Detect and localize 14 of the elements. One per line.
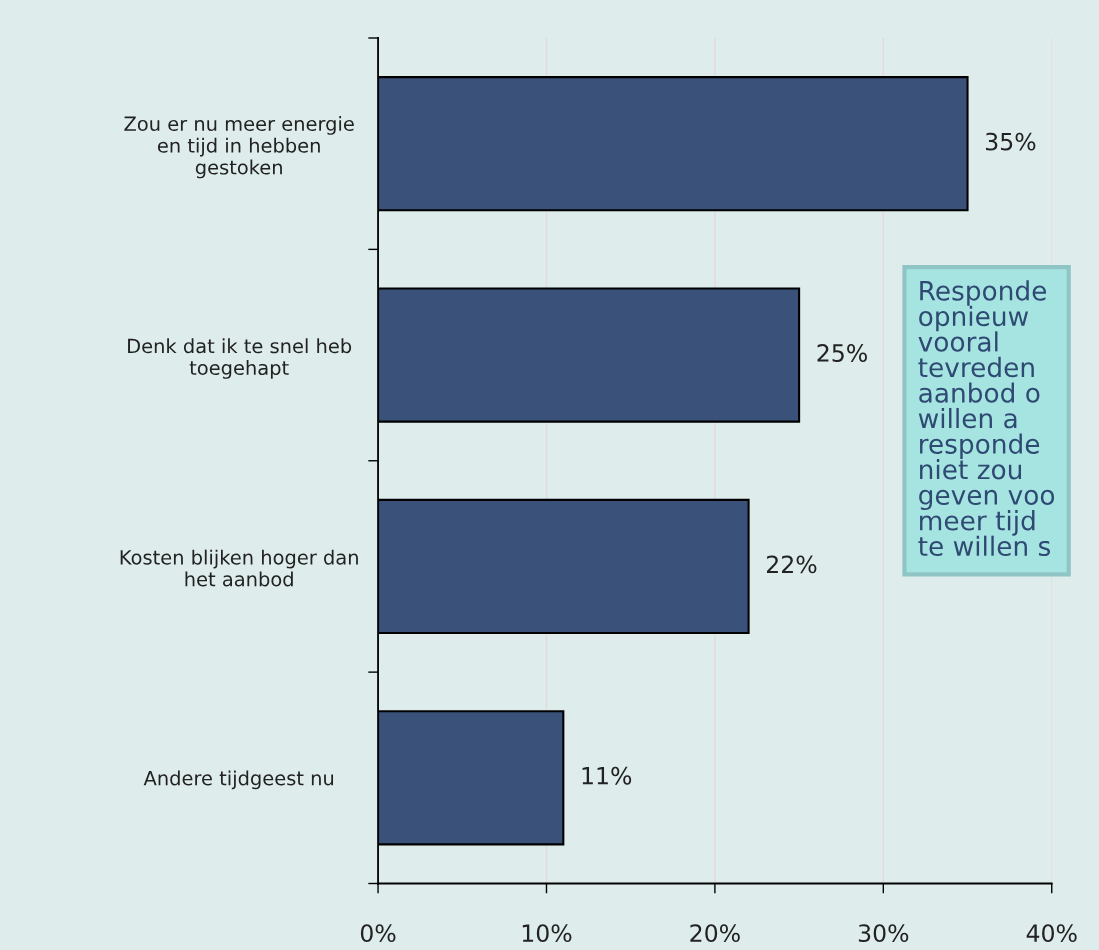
y-tick-label: Andere tijdgeest nu — [143, 770, 334, 790]
data-label: 22% — [766, 555, 817, 574]
x-tick-label: 40% — [1026, 924, 1077, 943]
x-tick-label: 0% — [360, 924, 396, 943]
x-tick-label: 10% — [522, 924, 572, 943]
data-label: 11% — [582, 766, 632, 785]
data-label: 25% — [817, 344, 867, 362]
y-tick-label: Denk dat ik te snel heb toegehapt — [128, 338, 352, 379]
x-tick-label: 30% — [858, 924, 909, 943]
x-tick-label: 20% — [690, 924, 740, 943]
y-tick-label: Kosten blijken hoger dan het aanbod — [120, 549, 358, 587]
text: Responde opnieuw vooral tevreden aanbod o willen a responde niet zou geven voo meer tijd te willen s — [918, 280, 1055, 557]
data-label: 35% — [986, 132, 1036, 151]
y-tick-label: Zou er nu meer energie en tijd in hebben gestoken — [124, 116, 354, 179]
